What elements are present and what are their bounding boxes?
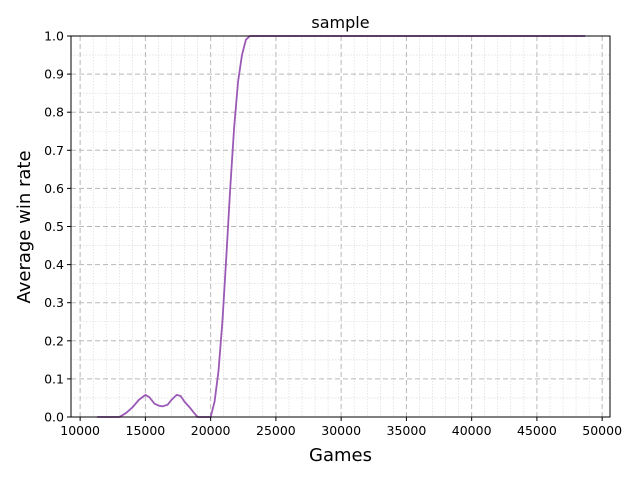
x-tick-label: 40000	[452, 423, 492, 438]
chart-title: sample	[311, 13, 369, 32]
y-tick-label: 0.1	[44, 371, 64, 386]
x-tick-label: 15000	[126, 423, 166, 438]
y-tick-label: 0.8	[44, 105, 64, 120]
x-tick-label: 25000	[256, 423, 296, 438]
y-tick-label: 0.4	[44, 257, 64, 272]
x-tick-label: 35000	[387, 423, 427, 438]
x-tick-label: 30000	[321, 423, 361, 438]
x-tick-label: 45000	[517, 423, 557, 438]
axes	[67, 35, 611, 421]
x-axis-label: Games	[309, 445, 372, 466]
y-tick-label: 0.0	[44, 410, 64, 425]
y-tick-label: 0.7	[44, 143, 64, 158]
tick-labels: 10000 15000 20000 25000 30000 35000 40000 45000…	[44, 29, 622, 439]
y-tick-label: 1.0	[44, 29, 64, 44]
y-tick-label: 0.6	[44, 181, 64, 196]
y-tick-label: 0.9	[44, 67, 64, 82]
x-tick-label: 50000	[582, 423, 622, 438]
x-tick-label: 10000	[60, 423, 100, 438]
x-tick-label: 20000	[191, 423, 231, 438]
y-tick-label: 0.2	[44, 333, 64, 348]
y-tick-label: 0.3	[44, 295, 64, 310]
grid-lines	[71, 36, 610, 417]
y-axis-label: Average win rate	[14, 150, 35, 303]
y-tick-label: 0.5	[44, 219, 64, 234]
